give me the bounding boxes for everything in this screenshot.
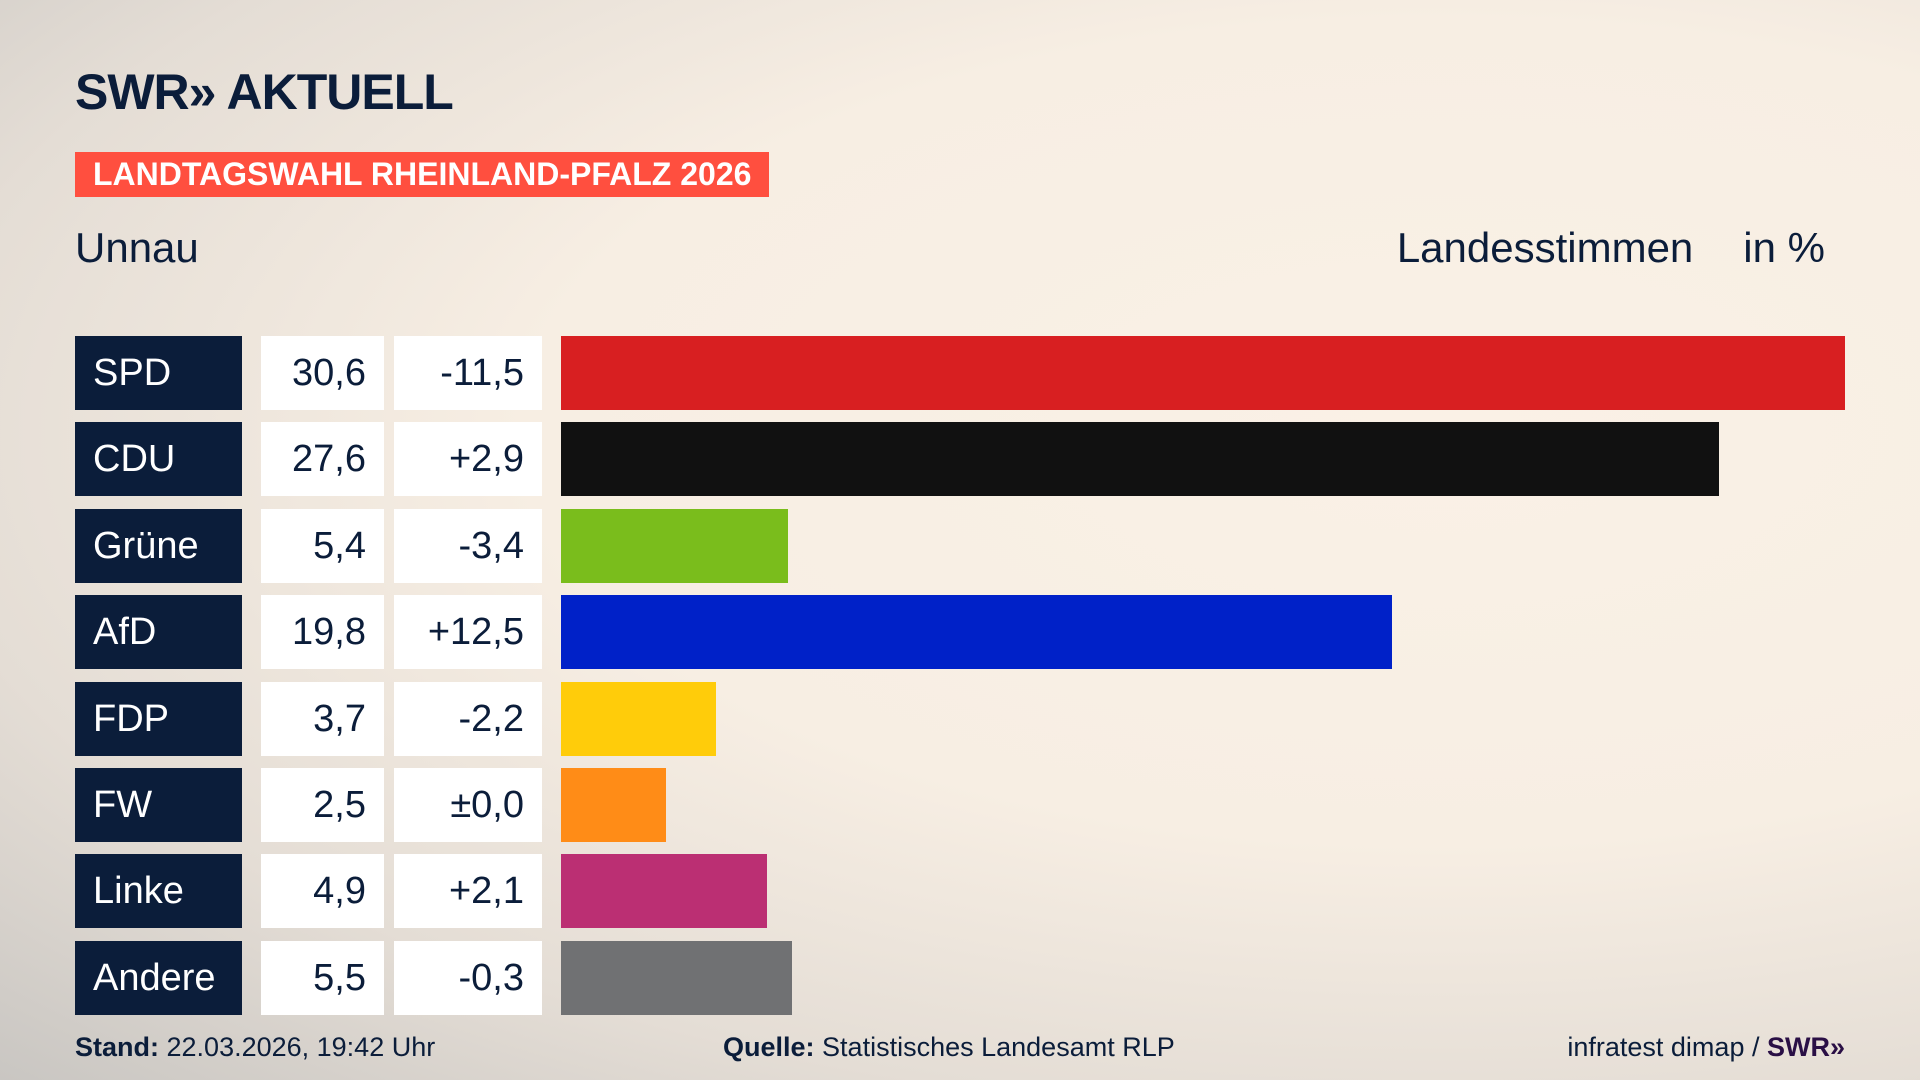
measure-label: Landesstimmen [1396,224,1694,271]
bar-fdp [561,681,717,756]
value-label: 30,6 [261,336,384,410]
bar-grüne [561,508,788,583]
value-label: 27,6 [261,422,384,497]
party-label: SPD [75,336,242,410]
party-label: CDU [75,422,242,497]
party-label: Andere [75,940,242,1015]
bar-afd [561,595,1392,670]
value-label: 3,7 [261,681,384,756]
bar-linke [561,854,767,929]
bar-fw [561,768,666,842]
diff-label: -11,5 [394,336,542,410]
value-label: 19,8 [261,595,384,670]
diff-label: +2,9 [394,422,542,497]
diff-label: -3,4 [394,508,542,583]
source-label: Quelle: [723,1032,815,1062]
header-right: Landesstimmen in % [1397,222,1825,274]
bar-andere [561,940,792,1015]
stand-value: 22.03.2026, 19:42 Uhr [166,1032,436,1062]
unit-label: in % [1743,224,1825,271]
timestamp: Stand: 22.03.2026, 19:42 Uhr [75,1030,695,1064]
party-label: FDP [75,681,242,756]
diff-label: +12,5 [394,595,542,670]
source-value: Statistisches Landesamt RLP [822,1032,1175,1062]
stand-label: Stand: [75,1032,159,1062]
diff-label: -2,2 [394,681,542,756]
diff-label: +2,1 [394,854,542,929]
swr-logo: SWR» [1766,1032,1845,1062]
value-label: 5,5 [261,940,384,1015]
value-label: 5,4 [261,508,384,583]
place-name: Unnau [75,224,199,271]
value-label: 4,9 [261,854,384,929]
party-label: AfD [75,595,242,670]
bar-cdu [561,422,1720,497]
election-title: LANDTAGSWAHL RHEINLAND-PFALZ 2026 [75,152,770,197]
diff-label: ±0,0 [394,768,542,842]
swr-aktuell-logo: SWR» AKTUELL [75,64,454,120]
source: Quelle: Statistisches Landesamt RLP [723,1030,1443,1064]
bar-spd [561,336,1845,410]
credit: infratest dimap / SWR» [1465,1030,1845,1064]
credit-text: infratest dimap / [1567,1032,1760,1062]
party-label: FW [75,768,242,842]
party-label: Grüne [75,508,242,583]
party-label: Linke [75,854,242,929]
value-label: 2,5 [261,768,384,842]
diff-label: -0,3 [394,940,542,1015]
